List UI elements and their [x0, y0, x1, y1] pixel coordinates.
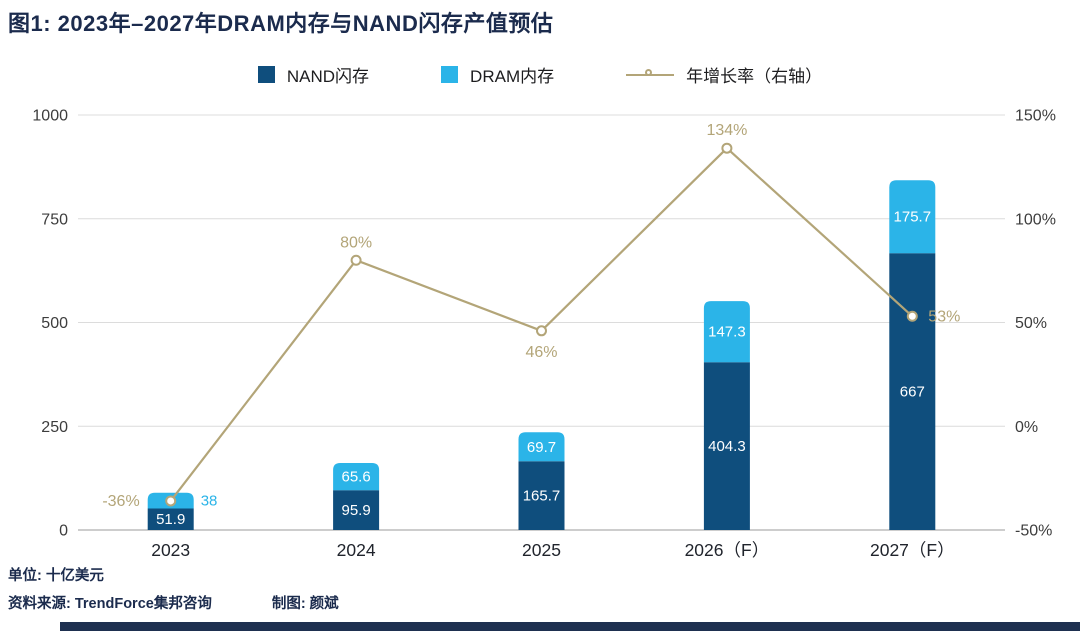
- bar-dram-2025: [518, 432, 565, 462]
- legend-label-growth: 年增长率（右轴）: [686, 67, 823, 86]
- value-label-dram-2024: 65.6: [341, 469, 370, 486]
- left-axis-tick-0: 0: [59, 523, 68, 540]
- bar-dram-2026（F）: [703, 301, 750, 363]
- right-axis-tick-3: 100%: [1015, 211, 1056, 228]
- legend-item-nand: NAND闪存: [257, 62, 370, 87]
- bar-nand-2026（F）: [703, 362, 750, 530]
- legend-label-dram: DRAM内存: [470, 67, 555, 86]
- source-note: 资料来源: TrendForce集邦咨询: [8, 596, 212, 612]
- growth-point-2024: [350, 254, 362, 266]
- nand-swatch-icon: [257, 66, 275, 83]
- bar-dram-2027（F）: [889, 180, 936, 254]
- chart-canvas: 0 -50% 250 0% 500 50% 750 100% 1000 150% 51.9 38 202…: [32, 108, 1056, 561]
- x-axis-label-2026（F）: 2026（F）: [685, 540, 770, 560]
- chart-title: 图1: 2023年–2027年DRAM内存与NAND闪存产值预估: [8, 11, 554, 36]
- growth-point-2025: [536, 325, 547, 337]
- value-label-dram-2025: 69.7: [527, 439, 556, 456]
- x-axis-label-2024: 2024: [337, 540, 376, 560]
- value-label-nand-2023: 51.9: [156, 511, 185, 528]
- credit-note: 制图: 颜斌: [271, 596, 339, 612]
- value-label-dram-2027（F）: 175.7: [894, 209, 932, 226]
- value-label-dram-2026（F）: 147.3: [708, 324, 746, 341]
- growth-label-2023: -36%: [102, 493, 139, 510]
- growth-label-2024: 80%: [340, 234, 372, 251]
- right-axis-tick-2: 50%: [1015, 315, 1047, 332]
- value-label-nand-2026（F）: 404.3: [708, 438, 746, 455]
- bottom-accent-bar: [60, 622, 1080, 631]
- left-axis-tick-1000: 1000: [32, 108, 68, 125]
- value-label-dram-2023: 38: [201, 493, 218, 510]
- bar-nand-2023: [147, 508, 194, 530]
- legend-label-nand: NAND闪存: [286, 67, 370, 86]
- right-axis-tick-0: -50%: [1015, 523, 1052, 540]
- legend-item-dram: DRAM内存: [441, 62, 554, 87]
- right-axis-tick-4: 150%: [1015, 108, 1056, 125]
- unit-note: 单位: 十亿美元: [8, 568, 104, 584]
- chart-area: 0 -50% 250 0% 500 50% 750 100% 1000 150% 51.9 38 202…: [0, 100, 1080, 561]
- growth-line-marker: [645, 69, 653, 76]
- growth-point-2027（F）: [906, 310, 918, 322]
- dram-swatch-icon: [441, 66, 459, 83]
- bar-dram-2024: [333, 462, 380, 491]
- value-label-nand-2024: 95.9: [341, 502, 370, 519]
- value-label-nand-2025: 165.7: [523, 488, 561, 505]
- growth-line-icon: [626, 66, 675, 83]
- growth-point-2026（F）: [721, 142, 733, 154]
- right-axis-tick-1: 0%: [1015, 419, 1038, 436]
- bar-nand-2025: [518, 461, 565, 530]
- x-axis-label-2025: 2025: [522, 540, 561, 560]
- growth-label-2027（F）: 53%: [928, 308, 960, 325]
- source-row: 资料来源: TrendForce集邦咨询 制图: 颜斌: [8, 592, 339, 613]
- growth-label-2026（F）: 134%: [706, 122, 747, 139]
- growth-point-2023: [165, 495, 177, 507]
- bar-nand-2027（F）: [889, 253, 936, 530]
- x-axis-label-2027（F）: 2027（F）: [870, 540, 955, 560]
- x-axis-label-2023: 2023: [151, 540, 190, 560]
- value-label-nand-2027（F）: 667: [900, 384, 925, 401]
- bar-nand-2024: [333, 490, 380, 530]
- growth-label-2025: 46%: [525, 344, 557, 361]
- left-axis-tick-750: 750: [41, 211, 68, 228]
- legend-item-growth: 年增长率（右轴）: [626, 62, 822, 87]
- legend: NAND闪存 DRAM内存 年增长率（右轴）: [0, 62, 1080, 87]
- left-axis-tick-500: 500: [41, 315, 68, 332]
- left-axis-tick-250: 250: [41, 419, 68, 436]
